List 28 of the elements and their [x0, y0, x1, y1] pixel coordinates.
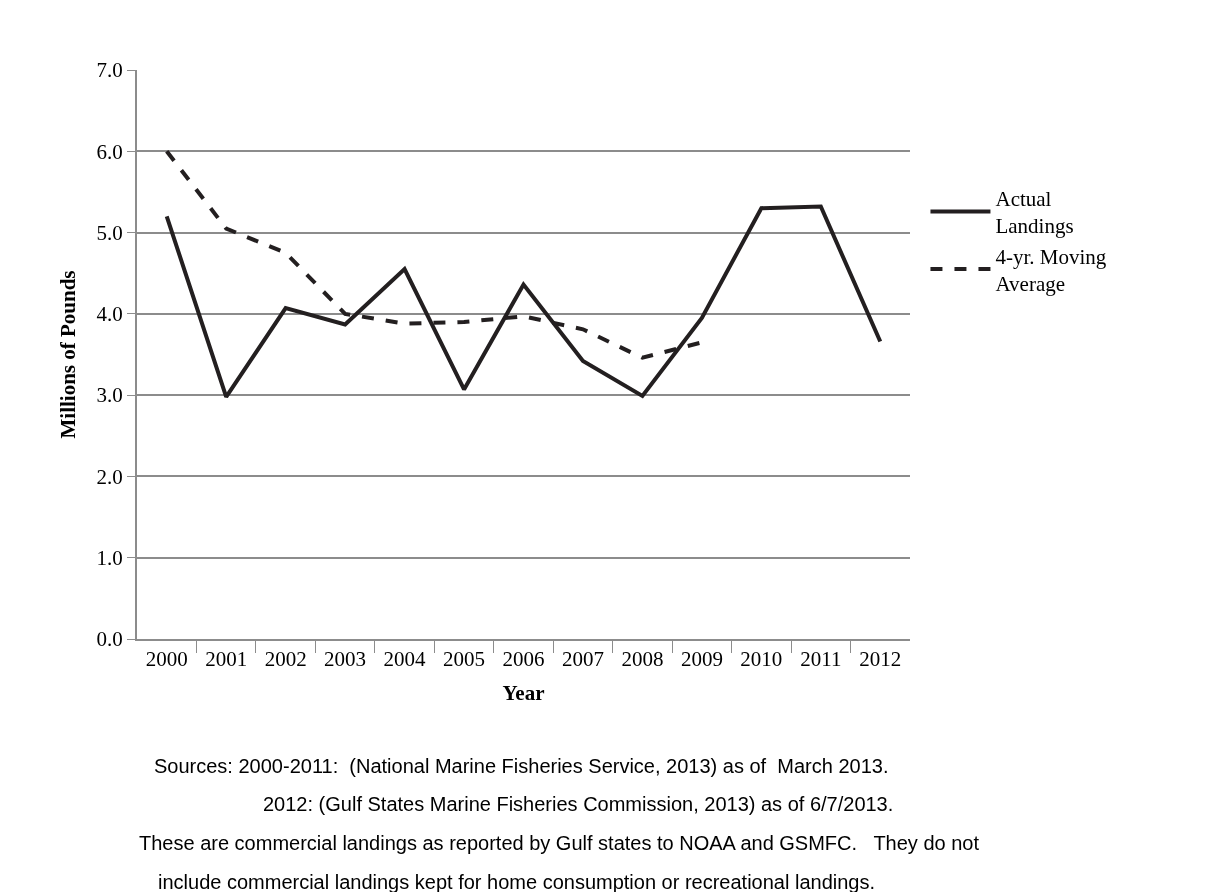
y-tick-label: 1.0 — [96, 546, 123, 571]
text: 2012: (Gulf States Marine Fisheries Commission, 2013) as of 6/7/2013. — [263, 793, 894, 815]
y-tick-label: 3.0 — [96, 383, 123, 408]
x-tick-label: 2009 — [680, 647, 723, 672]
x-tick-label: 2005 — [443, 647, 486, 672]
x-tick-label: 2003 — [324, 647, 367, 672]
x-tick-label: 2006 — [502, 647, 545, 672]
y-tick-label: 7.0 — [96, 58, 123, 83]
y-tick-label: 4.0 — [96, 302, 123, 327]
x-tick-label: 2012 — [859, 647, 902, 672]
x-tick-label: 2004 — [383, 647, 427, 672]
x-tick-label: 2011 — [800, 647, 842, 672]
y-axis-title: Millions of Pounds — [56, 270, 81, 439]
x-tick-label: 2010 — [740, 647, 783, 672]
x-tick-label: 2007 — [561, 647, 604, 672]
x-tick-label: 2001 — [205, 647, 248, 672]
x-tick-label: 2000 — [145, 647, 188, 672]
y-tick-label: 0.0 — [96, 627, 123, 652]
source-note: Sources: 2000-2011: (National Marine Fisheries Service, 2013) as of March 2013. — [154, 755, 889, 777]
text: These are commercial landings as reported by Gulf states to NOAA and GSMFC. They do not — [139, 832, 980, 854]
legend-label: 4-yr. Moving Average — [995, 244, 1107, 296]
x-tick-label: 2008 — [621, 647, 664, 672]
x-axis-title: Year — [502, 680, 545, 705]
y-tick-label: 6.0 — [96, 139, 123, 164]
x-tick-label: 2002 — [264, 647, 307, 672]
legend-label: Actual Landings — [995, 187, 1074, 239]
y-tick-label: 2.0 — [96, 464, 123, 489]
y-tick-label: 5.0 — [96, 220, 123, 245]
